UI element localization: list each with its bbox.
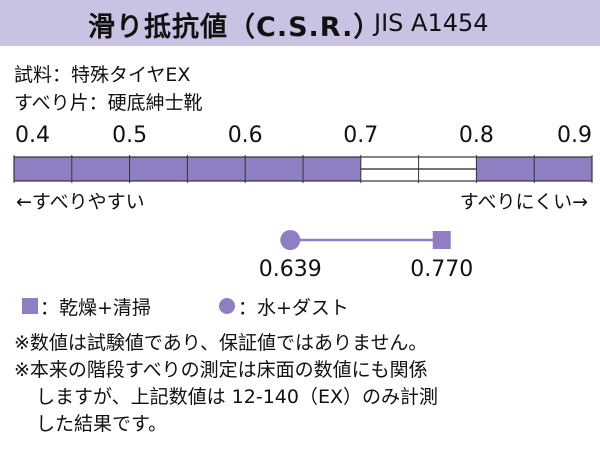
- tick-label: 0.9: [557, 123, 592, 148]
- tick-label: 0.8: [459, 123, 494, 148]
- note-4: した結果です。: [36, 413, 168, 435]
- value-label-wet: 0.639: [259, 257, 322, 282]
- marker-circle: [280, 230, 301, 250]
- slider-line: すべり片：硬底紳士靴: [14, 92, 203, 114]
- tick-label: 0.7: [343, 123, 378, 148]
- note-1: ※数値は試験値であり、保証値ではありません。: [14, 332, 428, 354]
- note-3: しますが、上記数値は 12-140（EX）のみ計測: [36, 386, 438, 408]
- tick-label: 0.6: [228, 123, 263, 148]
- note-2: ※本来の階段すべりの測定は床面の数値にも関係: [14, 359, 428, 381]
- title-bar: 滑り抵抗値（C.S.R.） JIS A1454: [0, 0, 600, 46]
- legend-wet-label: ：水+ダスト: [238, 297, 349, 319]
- tick-label: 0.4: [15, 123, 50, 148]
- direction-right: すべりにくい→: [460, 191, 588, 213]
- marker-square: [432, 231, 451, 249]
- value-label-dry: 0.770: [410, 257, 473, 282]
- tick-label: 0.5: [112, 123, 147, 148]
- sample-line: 試料：特殊タイヤEX: [14, 64, 191, 86]
- direction-left: ←すべりやすい: [16, 191, 145, 213]
- legend-square-icon: [22, 298, 38, 314]
- chart-title: 滑り抵抗値（C.S.R.）: [88, 12, 382, 43]
- chart-svg: 0.4 0.5 0.6 0.7 0.8 0.9 ←すべりやすい すべりにくい→ 0.639 0.7…: [13, 123, 593, 282]
- legend-dry-label: ：乾燥+清掃: [40, 297, 151, 319]
- legend-circle-icon: [219, 298, 235, 314]
- standard-label: JIS A1454: [374, 9, 489, 37]
